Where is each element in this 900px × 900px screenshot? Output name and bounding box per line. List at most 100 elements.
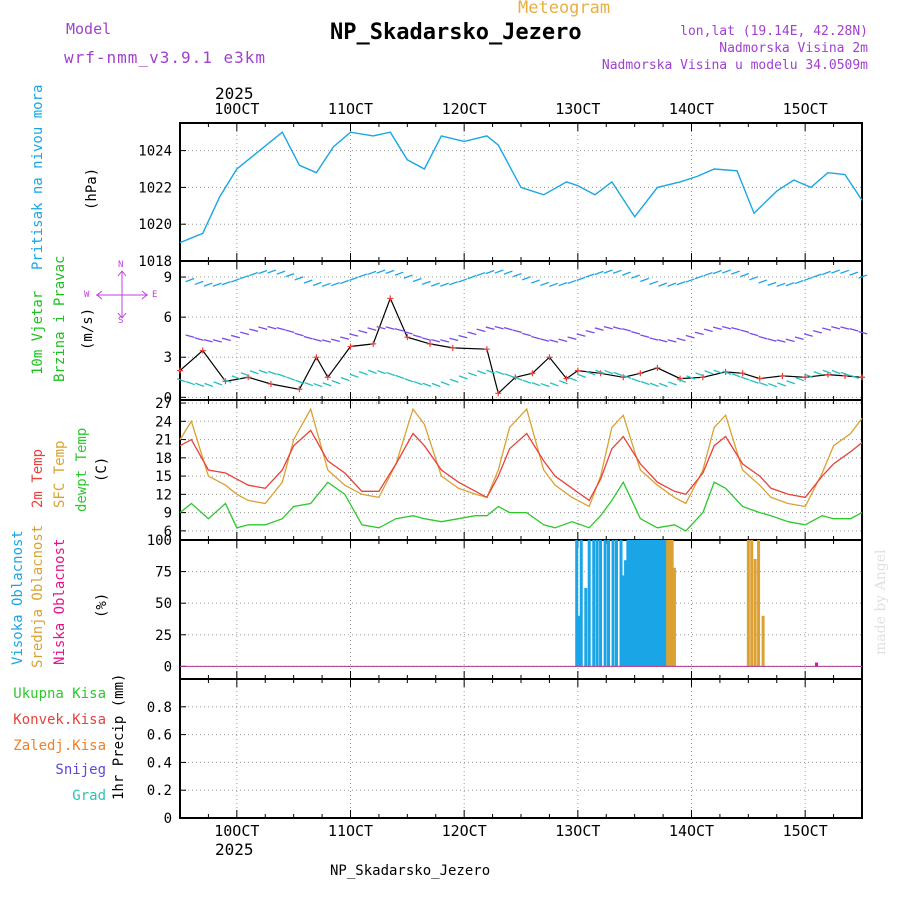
- wind-arrow: [831, 325, 841, 330]
- wind-arrow: [722, 370, 732, 375]
- wind-arrow: [458, 375, 468, 380]
- wind-arrow: [749, 276, 759, 281]
- wind-arrow: [576, 276, 586, 282]
- wind-arrow: [740, 376, 750, 381]
- y-tick-label: 0.6: [147, 728, 172, 744]
- elevation-info: Nadmorska Visina 2m: [719, 41, 868, 56]
- wind-arrow: [658, 338, 668, 343]
- wind-arrow: [685, 334, 695, 339]
- wind-arrow: [185, 334, 195, 339]
- date-label-top: 14OCT: [669, 100, 714, 118]
- cloud-bar: [670, 540, 674, 667]
- wind-arrow: [603, 325, 613, 330]
- cloud-bar: [628, 540, 632, 667]
- wind-arrow: [512, 329, 522, 334]
- wind-arrow: [322, 382, 332, 387]
- wind-arrow: [558, 282, 568, 287]
- wind-speed-marker: [779, 372, 786, 379]
- wind-arrow: [395, 374, 405, 380]
- wind-speed-marker: [802, 374, 809, 381]
- wind-arrow: [521, 276, 531, 281]
- wind-arrow: [531, 335, 541, 340]
- wind-arrow: [249, 271, 259, 277]
- wind-arrow: [558, 380, 568, 385]
- wind-arrow: [803, 333, 813, 337]
- wind-arrow: [785, 282, 795, 287]
- wind-arrow: [540, 382, 550, 388]
- y-tick-label: 18: [155, 451, 172, 467]
- wind-arrow: [613, 371, 623, 377]
- wind-speed-marker: [199, 347, 206, 354]
- cloud-bar: [761, 615, 765, 667]
- wind-arrow: [640, 380, 650, 386]
- wind-arrow: [540, 338, 550, 342]
- wind-arrow: [430, 282, 440, 287]
- wind-arrow: [549, 382, 559, 387]
- cloud-bar: [655, 540, 659, 667]
- wind-arrow: [222, 378, 232, 383]
- wind-arrow: [349, 276, 359, 281]
- wind-arrow: [303, 279, 313, 284]
- wind-speed-marker: [404, 334, 411, 341]
- wind-arrow: [704, 370, 714, 375]
- wind-arrow: [695, 372, 705, 377]
- wind-arrow: [858, 274, 868, 279]
- wind-speed-marker: [296, 386, 303, 393]
- wind-arrow: [621, 328, 632, 332]
- wind-arrow: [267, 325, 277, 330]
- wind-arrow: [849, 328, 859, 332]
- cloud-bar: [644, 540, 648, 667]
- y-tick-label: 0.8: [147, 700, 172, 716]
- wind-arrow: [758, 279, 768, 284]
- wind-arrow: [477, 370, 486, 375]
- wind-arrow: [340, 336, 350, 340]
- wind-arrow: [412, 277, 422, 283]
- wind-arrow: [812, 273, 822, 278]
- wind-speed-marker: [495, 390, 502, 397]
- precip-legend-item: Ukupna Kisa: [13, 686, 106, 702]
- precip-legend-item: Snijeg: [55, 762, 106, 778]
- cloud-bar: [607, 540, 611, 667]
- wind-arrow: [731, 373, 741, 378]
- precip-legend-item: Grad: [72, 788, 106, 804]
- wind-arrow: [421, 337, 431, 341]
- wind-arrow: [722, 325, 732, 330]
- wind-arrow: [822, 327, 832, 331]
- wind-arrow: [649, 382, 659, 387]
- wind-arrow: [195, 382, 205, 387]
- wind-arrow: [567, 336, 577, 340]
- wind-arrow: [467, 331, 477, 336]
- wind-arrow: [568, 376, 577, 382]
- cloud-bar: [639, 540, 643, 667]
- y-tick-label: 100: [147, 533, 172, 549]
- wind-speed-marker: [449, 344, 456, 351]
- compass-s: S: [118, 316, 124, 326]
- wind-arrow: [177, 378, 186, 383]
- date-label-top: 10OCT: [214, 100, 259, 118]
- wind-arrow: [476, 328, 486, 333]
- wind-speed-marker: [529, 370, 536, 377]
- wind-arrow: [840, 326, 850, 330]
- wind-arrow: [421, 280, 431, 286]
- wind-arrow: [822, 369, 832, 374]
- cloud-bar: [753, 558, 757, 667]
- wind-arrow: [294, 332, 304, 337]
- wind-arrow: [331, 380, 341, 385]
- date-label-top: 15OCT: [783, 100, 828, 118]
- wind-arrow: [631, 378, 641, 383]
- wind-arrow: [431, 382, 441, 388]
- cloud-bar: [651, 540, 655, 667]
- cloud-bar: [579, 540, 583, 667]
- wind-arrow: [367, 369, 377, 374]
- cloud-bar: [595, 540, 599, 667]
- wind-arrow: [622, 374, 632, 380]
- wind-arrow: [712, 269, 722, 275]
- cloud-bar: [660, 540, 664, 667]
- wind-speed-marker: [563, 375, 570, 382]
- wind-arrow: [467, 275, 477, 280]
- wind-arrow: [531, 381, 541, 387]
- y-tick-label: 1024: [138, 144, 172, 160]
- wind-arrow: [221, 281, 231, 286]
- dewpt-line: [179, 480, 863, 532]
- wind-arrow: [803, 276, 813, 282]
